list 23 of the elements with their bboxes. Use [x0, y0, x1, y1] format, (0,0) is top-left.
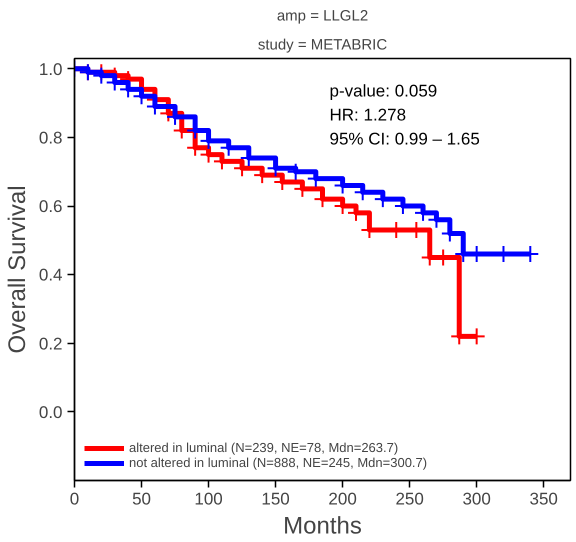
x-tick-label: 0	[70, 490, 80, 508]
chart-subtitle: study = METABRIC	[258, 36, 388, 54]
annotation: p-value: 0.059	[330, 82, 438, 100]
x-tick-label: 250	[395, 490, 424, 508]
y-axis-title: Overall Survival	[4, 185, 31, 354]
x-tick-label: 350	[530, 490, 558, 508]
x-tick-label: 100	[194, 490, 223, 508]
x-tick-label: 200	[328, 490, 357, 508]
y-tick-label: 0.0	[38, 402, 63, 422]
legend-label: altered in luminal (N=239, NE=78, Mdn=263.7)	[129, 440, 398, 455]
x-tick-label: 300	[462, 490, 491, 508]
y-tick-label: 0.4	[38, 266, 63, 285]
x-tick-label: 50	[132, 490, 151, 508]
y-tick-label: 0.8	[38, 128, 63, 148]
y-tick-label: 1.0	[38, 60, 63, 79]
x-axis-title: Months	[283, 512, 362, 540]
y-tick-label: 0.2	[38, 334, 63, 354]
annotation: HR: 1.278	[330, 106, 406, 124]
annotation: 95% CI: 0.99 – 1.65	[330, 130, 480, 148]
x-tick-label: 150	[261, 490, 290, 508]
legend-label: not altered in luminal (N=888, NE=245, Mdn=300.7)	[129, 455, 428, 470]
chart-title: amp = LLGL2	[276, 8, 368, 24]
y-tick-label: 0.6	[38, 197, 63, 216]
